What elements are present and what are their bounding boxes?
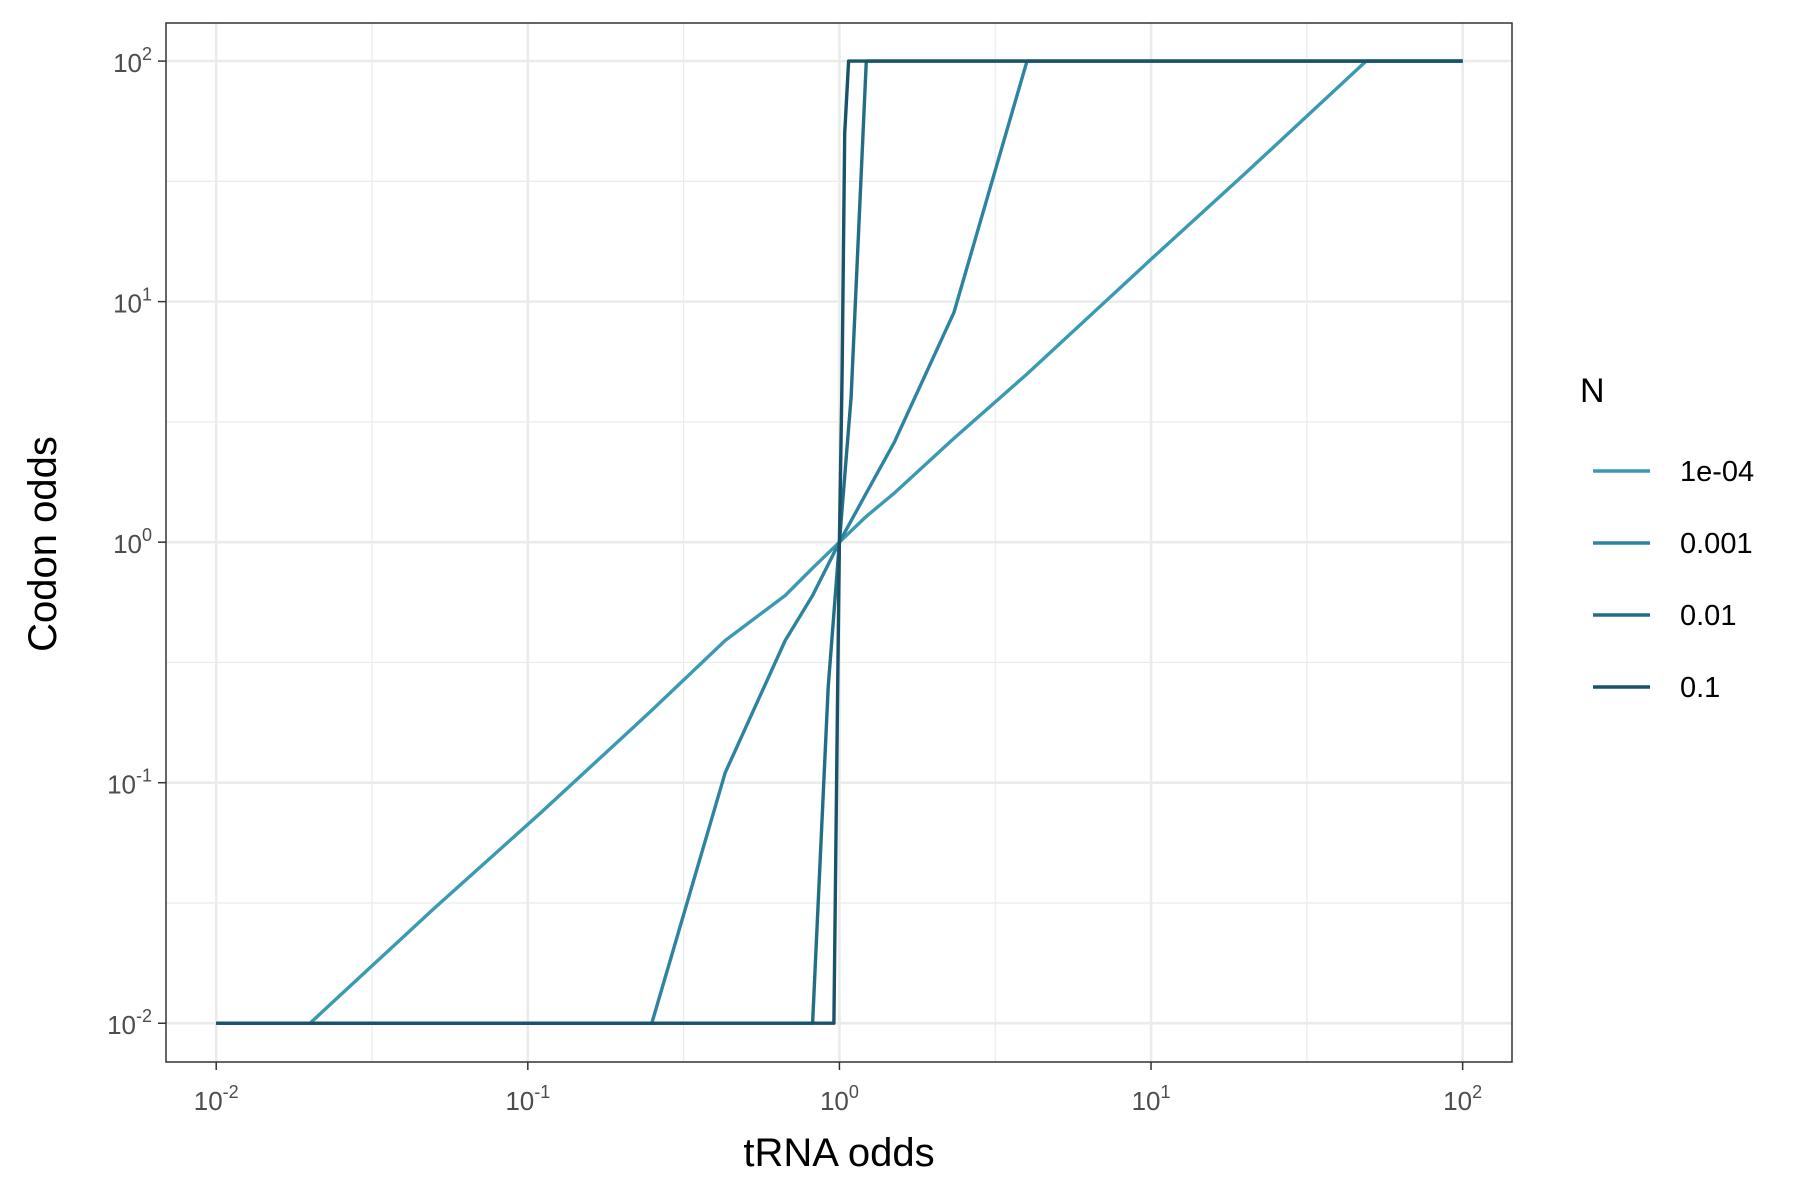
x-tick-label-base: 10 (505, 1086, 534, 1116)
legend-label: 0.1 (1680, 672, 1720, 704)
y-tick-label-exponent: 0 (142, 525, 152, 545)
legend-label: 0.01 (1680, 600, 1736, 632)
y-tick-label-exponent: -1 (136, 766, 152, 786)
x-tick-label-base: 10 (1132, 1086, 1161, 1116)
legend-title: N (1580, 372, 1605, 410)
plot-panel (165, 22, 1513, 1063)
y-tick-label-exponent: -2 (136, 1006, 152, 1026)
y-axis-title: Codon odds (21, 436, 65, 652)
x-tick-label-base: 10 (194, 1086, 223, 1116)
legend-label: 0.001 (1680, 528, 1753, 560)
y-tick-label: 10-2 (107, 1006, 152, 1040)
y-tick-label: 101 (113, 285, 152, 319)
y-tick-label-base: 10 (107, 1010, 136, 1040)
y-tick-label: 102 (113, 44, 152, 78)
y-tick-label-base: 10 (113, 48, 142, 78)
x-tick-label: 10-2 (194, 1082, 239, 1116)
y-tick-label: 10-1 (107, 766, 152, 800)
y-tick-label-exponent: 2 (142, 44, 152, 64)
x-axis-title: tRNA odds (743, 1131, 934, 1175)
y-tick-label-base: 10 (107, 770, 136, 800)
x-tick-label-exponent: 1 (1160, 1082, 1170, 1102)
series-line-0.1 (216, 59, 1463, 1025)
x-tick-label: 100 (820, 1082, 859, 1116)
y-tick-label-exponent: 1 (142, 285, 152, 305)
y-tick-label: 100 (113, 525, 152, 559)
x-tick-label-exponent: 2 (1472, 1082, 1482, 1102)
x-tick-label: 101 (1132, 1082, 1171, 1116)
x-tick-label-base: 10 (1443, 1086, 1472, 1116)
x-tick-label: 102 (1443, 1082, 1482, 1116)
y-tick-label-base: 10 (113, 529, 142, 559)
x-axis: 10-2 10-1 100 101 102 (194, 1062, 1482, 1116)
x-tick-label-exponent: 0 (849, 1082, 859, 1102)
y-tick-label-base: 10 (113, 289, 142, 319)
x-tick-label-base: 10 (820, 1086, 849, 1116)
series-layer (216, 59, 1463, 1025)
legend-label: 1e-04 (1680, 456, 1754, 488)
x-tick-label-exponent: -2 (223, 1082, 239, 1102)
x-tick-label: 10-1 (505, 1082, 550, 1116)
legend: N 1e-04 0.001 0.01 0.1 (1580, 372, 1754, 704)
x-tick-label-exponent: -1 (534, 1082, 550, 1102)
legend-items: 1e-04 0.001 0.01 0.1 (1593, 456, 1754, 704)
